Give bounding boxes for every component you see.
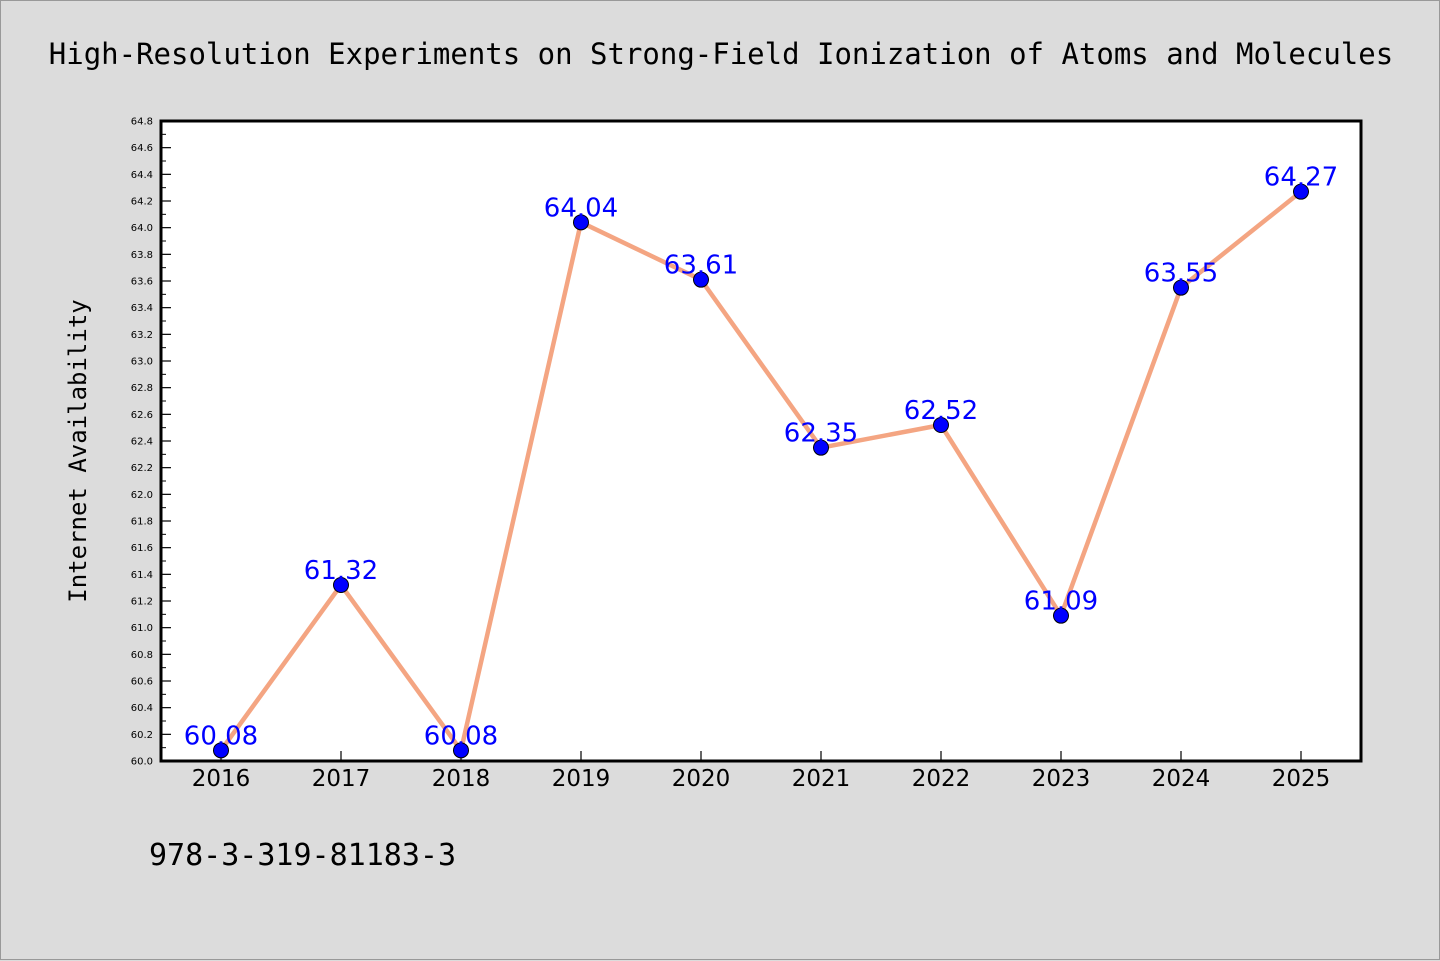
data-label: 64.27 — [1264, 163, 1338, 193]
y-tick-label: 64.0 — [131, 223, 153, 234]
data-label: 62.52 — [904, 396, 978, 426]
x-tick-label: 2023 — [1032, 766, 1091, 792]
data-point-marker — [333, 577, 349, 593]
data-point-marker — [813, 439, 829, 456]
y-tick-label: 63.0 — [131, 357, 153, 368]
data-label: 61.09 — [1024, 587, 1098, 617]
x-tick-label: 2020 — [672, 766, 731, 792]
y-tick-label: 61.6 — [131, 543, 153, 554]
y-tick-label: 60.8 — [131, 650, 153, 661]
data-label: 60.08 — [184, 721, 258, 751]
y-axis-label: Internet Availability — [64, 299, 92, 602]
x-tick-label: 2024 — [1152, 766, 1211, 792]
y-axis-ticks: 60.0 60.2 60.4 60.6 60.8 61.0 61.2 61.4 61.6 61.8… — [131, 117, 171, 768]
y-tick-label: 61.8 — [131, 517, 153, 528]
data-point-marker — [693, 271, 709, 288]
y-tick-label: 62.4 — [131, 437, 153, 448]
y-tick-label: 63.4 — [131, 303, 153, 314]
y-tick-label: 60.2 — [131, 730, 153, 741]
x-tick-label: 2017 — [312, 766, 371, 792]
data-label: 63.55 — [1144, 259, 1218, 289]
data-label: 61.32 — [304, 556, 378, 586]
data-label: 62.35 — [784, 419, 858, 449]
x-axis-ticks: 2016 2017 2018 2019 2020 2021 2022 2023 2024 2025 — [192, 751, 1331, 792]
y-tick-label: 64.2 — [131, 197, 153, 208]
data-markers — [213, 183, 1309, 759]
data-point-marker — [933, 417, 949, 433]
x-tick-label: 2016 — [192, 766, 251, 792]
x-tick-label: 2019 — [552, 766, 611, 792]
data-point-marker — [213, 742, 229, 759]
data-label: 64.04 — [544, 193, 618, 223]
data-label: 60.08 — [424, 721, 498, 751]
y-tick-label: 62.8 — [131, 383, 153, 394]
x-tick-label: 2022 — [912, 766, 971, 792]
x-tick-label: 2018 — [432, 766, 491, 792]
y-tick-label: 63.8 — [131, 250, 153, 261]
y-tick-label: 61.0 — [131, 623, 153, 634]
y-tick-label: 63.6 — [131, 277, 153, 288]
y-tick-label: 64.8 — [131, 117, 153, 128]
y-tick-label: 62.6 — [131, 410, 153, 421]
chart-title: High-Resolution Experiments on Strong-Fi… — [49, 37, 1393, 71]
y-tick-label: 61.2 — [131, 597, 153, 608]
y-tick-label: 64.4 — [131, 170, 153, 181]
plot-frame — [159, 119, 1363, 763]
data-label: 63.61 — [664, 251, 738, 281]
data-point-marker — [1293, 183, 1309, 200]
y-tick-label: 60.4 — [131, 703, 153, 714]
y-tick-label: 63.2 — [131, 330, 153, 341]
y-tick-label: 61.4 — [131, 570, 153, 581]
data-point-marker — [573, 214, 589, 231]
y-tick-label: 64.6 — [131, 143, 153, 154]
data-point-marker — [1053, 607, 1069, 624]
y-tick-label: 60.6 — [131, 677, 153, 688]
y-tick-label: 62.0 — [131, 490, 153, 501]
y-tick-label: 62.2 — [131, 463, 153, 474]
y-tick-label: 60.0 — [131, 757, 153, 768]
series-line — [219, 189, 1303, 753]
x-tick-label: 2021 — [792, 766, 851, 792]
x-tick-label: 2025 — [1272, 766, 1331, 792]
data-point-marker — [1173, 279, 1189, 296]
isbn-footer: 978-3-319-81183-3 — [149, 838, 456, 873]
data-point-marker — [453, 742, 469, 759]
plot-area — [161, 121, 1361, 761]
data-labels: 60.08 61.32 60.08 64.04 63.61 62.35 62.52 61.09… — [184, 163, 1338, 752]
